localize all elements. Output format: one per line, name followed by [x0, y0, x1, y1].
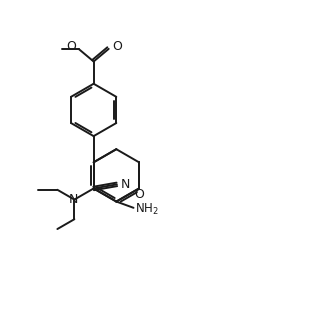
Text: N: N — [69, 193, 78, 206]
Text: O: O — [66, 40, 76, 53]
Text: N: N — [121, 178, 130, 191]
Text: O: O — [134, 188, 144, 201]
Text: NH$_2$: NH$_2$ — [135, 202, 159, 217]
Text: O: O — [112, 40, 122, 53]
